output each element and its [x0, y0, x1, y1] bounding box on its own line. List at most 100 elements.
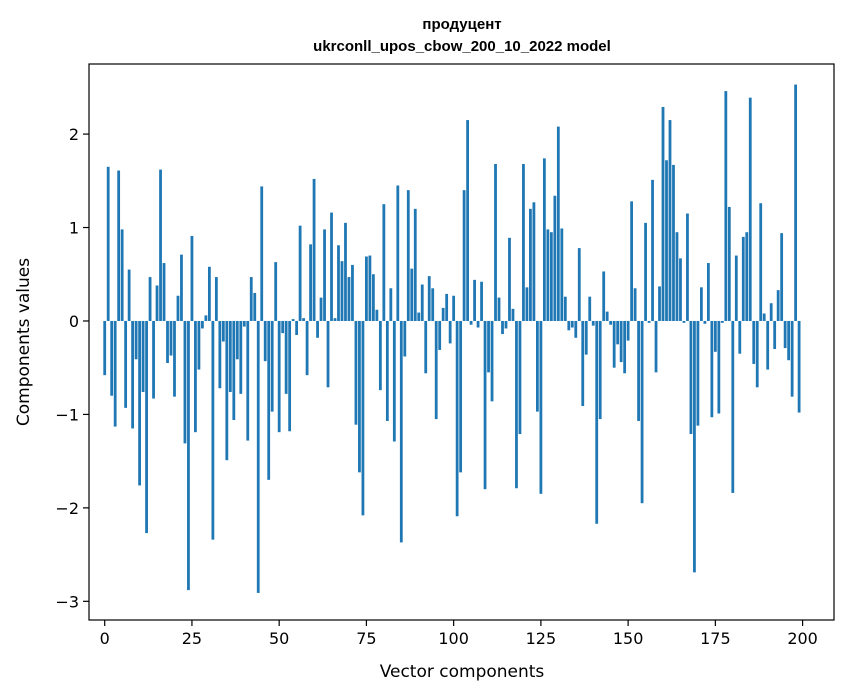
- bar: [679, 258, 682, 321]
- bar: [731, 320, 735, 493]
- bar: [141, 320, 145, 392]
- bar: [281, 320, 285, 334]
- bar: [668, 120, 672, 321]
- bar: [305, 320, 309, 376]
- bar: [256, 320, 260, 593]
- bar: [274, 262, 278, 321]
- bar: [794, 84, 798, 321]
- bar: [577, 248, 581, 321]
- bar: [201, 320, 204, 329]
- bar: [431, 288, 435, 321]
- bar: [434, 320, 438, 420]
- bar: [344, 222, 347, 321]
- bar: [382, 204, 386, 321]
- bar: [424, 320, 428, 374]
- bar: [522, 163, 525, 321]
- bar: [368, 255, 372, 321]
- bar: [277, 320, 281, 433]
- bar: [337, 245, 340, 321]
- y-axis-label: Components values: [14, 258, 34, 426]
- bar: [347, 277, 351, 321]
- x-tick-label: 25: [182, 629, 202, 648]
- x-tick-label: 150: [613, 629, 644, 648]
- bar: [762, 313, 766, 321]
- bar: [246, 320, 250, 441]
- bar: [797, 320, 801, 413]
- bar: [783, 320, 787, 349]
- bar: [661, 106, 665, 321]
- bar: [263, 320, 267, 362]
- bar: [459, 320, 463, 473]
- bar: [637, 320, 640, 421]
- bar: [162, 263, 166, 321]
- bar: [591, 320, 595, 326]
- x-tick-label: 200: [787, 629, 818, 648]
- bar: [563, 296, 567, 321]
- bar: [776, 290, 780, 321]
- bar: [790, 320, 794, 397]
- x-tick-label: 0: [100, 629, 110, 648]
- bar: [385, 320, 389, 421]
- bar: [665, 160, 668, 321]
- bar: [173, 320, 176, 397]
- bar: [574, 320, 578, 338]
- bar: [462, 190, 466, 321]
- bar: [588, 296, 592, 321]
- bar: [445, 293, 449, 321]
- bar: [138, 320, 141, 486]
- bar: [194, 320, 197, 433]
- bar: [700, 287, 703, 321]
- plot-frame: [88, 63, 835, 621]
- bar: [420, 284, 424, 321]
- bar: [602, 271, 606, 321]
- bar: [741, 236, 745, 321]
- bar: [410, 268, 414, 321]
- bar: [490, 320, 494, 402]
- bar: [319, 297, 323, 321]
- bar: [207, 266, 211, 321]
- bar: [752, 320, 756, 364]
- bar: [549, 232, 553, 321]
- bar: [204, 315, 208, 321]
- x-tick-label: 100: [438, 629, 469, 648]
- bar: [110, 320, 114, 396]
- bar: [120, 229, 124, 321]
- bar: [288, 320, 292, 432]
- bar: [406, 190, 410, 321]
- bar: [515, 320, 518, 489]
- bar: [396, 185, 400, 321]
- bar: [508, 237, 511, 321]
- bar: [270, 320, 274, 412]
- bar: [773, 320, 777, 349]
- bar: [518, 320, 522, 435]
- bar: [672, 164, 675, 321]
- bar: [675, 232, 679, 321]
- bar: [180, 254, 183, 321]
- bar: [117, 170, 121, 321]
- bar: [553, 195, 557, 321]
- bar: [221, 320, 225, 342]
- bar: [480, 281, 483, 321]
- bar: [351, 264, 354, 321]
- bar: [501, 320, 504, 335]
- bar: [745, 232, 749, 321]
- bar: [525, 287, 529, 321]
- x-axis-label: Vector components: [380, 662, 545, 682]
- bar: [124, 320, 128, 408]
- bar: [375, 309, 379, 321]
- bar: [724, 91, 728, 321]
- x-tick-label: 125: [526, 629, 557, 648]
- bar: [316, 320, 319, 338]
- bar: [605, 311, 609, 321]
- bar: [302, 318, 305, 321]
- bar: [654, 320, 658, 373]
- bar: [539, 320, 543, 494]
- bar: [693, 320, 696, 573]
- bar: [441, 307, 445, 321]
- y-axis-ticks: −3 −2 −1 0 1 2: [55, 125, 89, 611]
- bar: [511, 308, 515, 321]
- bar: [546, 229, 550, 321]
- bar: [309, 244, 312, 321]
- bar: [780, 233, 784, 321]
- bar: [682, 320, 686, 323]
